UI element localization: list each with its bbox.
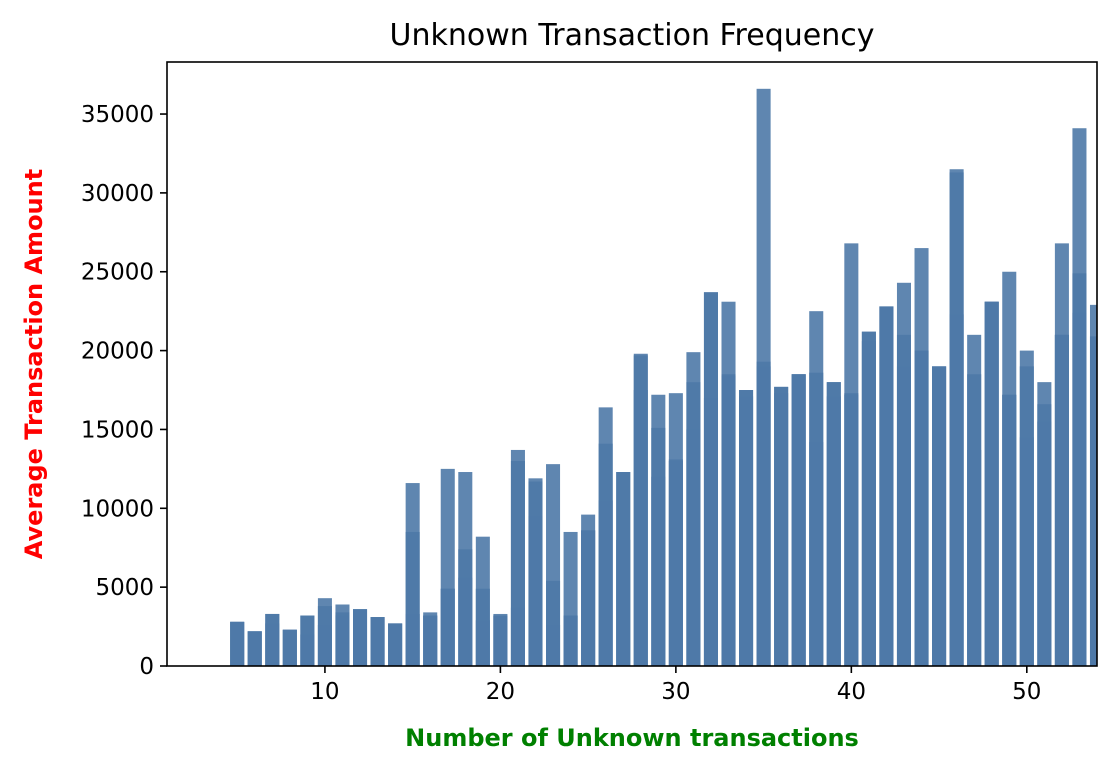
bar: [335, 604, 350, 666]
plot-frame: [166, 61, 1098, 667]
bar: [791, 374, 806, 666]
y-tick-label: 35000: [81, 102, 154, 128]
bar: [475, 536, 490, 666]
bar: [756, 88, 771, 667]
bar: [1002, 271, 1017, 666]
y-tick-label: 30000: [81, 181, 154, 207]
bar: [247, 631, 262, 666]
bar: [1089, 304, 1097, 666]
bar: [300, 615, 315, 666]
bar: [1019, 350, 1034, 666]
bar: [282, 629, 297, 666]
y-tick-label: 15000: [81, 417, 154, 443]
bar: [581, 514, 596, 666]
bar: [1072, 128, 1087, 666]
bar: [633, 353, 648, 666]
y-tick-label: 5000: [95, 575, 154, 601]
bar: [423, 612, 438, 666]
bar: [1054, 243, 1069, 666]
x-tick-label: 50: [1012, 679, 1041, 705]
bar: [458, 472, 473, 666]
bar: [703, 292, 718, 666]
x-axis-ticks: 10 20 30 40 50: [310, 666, 1041, 705]
bar: [984, 301, 999, 666]
bar: [914, 248, 929, 666]
bar: [405, 483, 420, 666]
bar: [879, 306, 894, 666]
bar: [826, 382, 841, 666]
bar: [528, 478, 543, 666]
bar: [721, 301, 736, 666]
bar: [563, 531, 578, 666]
chart-title: Unknown Transaction Frequency: [390, 18, 875, 53]
x-tick-label: 20: [486, 679, 515, 705]
bar: [651, 394, 666, 666]
bar: [844, 243, 859, 666]
y-tick-label: 10000: [81, 496, 154, 522]
bar: [668, 393, 683, 666]
x-axis-label: Number of Unknown transactions: [405, 724, 859, 752]
x-tick-label: 10: [310, 679, 339, 705]
bar: [353, 609, 368, 666]
y-tick-label: 25000: [81, 260, 154, 286]
bar: [388, 623, 403, 666]
bar: [949, 169, 964, 666]
bar: [932, 366, 947, 666]
bar: [546, 464, 561, 666]
bars-group: [230, 88, 1097, 667]
y-tick-label: 20000: [81, 339, 154, 365]
bar: [598, 407, 613, 666]
bar: [616, 472, 631, 666]
y-axis-ticks: 0 5000 10000 15000 20000 25000 30000 35000: [81, 102, 167, 680]
bar: [493, 613, 508, 666]
bar: [967, 334, 982, 666]
bar: [317, 598, 332, 666]
x-tick-label: 40: [837, 679, 866, 705]
bar: [861, 331, 876, 666]
bar: [686, 352, 701, 666]
bar: [440, 468, 455, 666]
bar: [896, 282, 911, 666]
y-axis-label: Average Transaction Amount: [20, 169, 48, 559]
bar: [774, 386, 789, 666]
bar: [230, 621, 245, 666]
bar: [739, 390, 754, 666]
x-tick-label: 30: [661, 679, 690, 705]
bar: [510, 449, 525, 666]
bar: [809, 311, 824, 666]
y-tick-label: 0: [139, 654, 154, 680]
bar: [370, 617, 385, 666]
bar: [1037, 382, 1052, 666]
bar: [265, 613, 280, 666]
